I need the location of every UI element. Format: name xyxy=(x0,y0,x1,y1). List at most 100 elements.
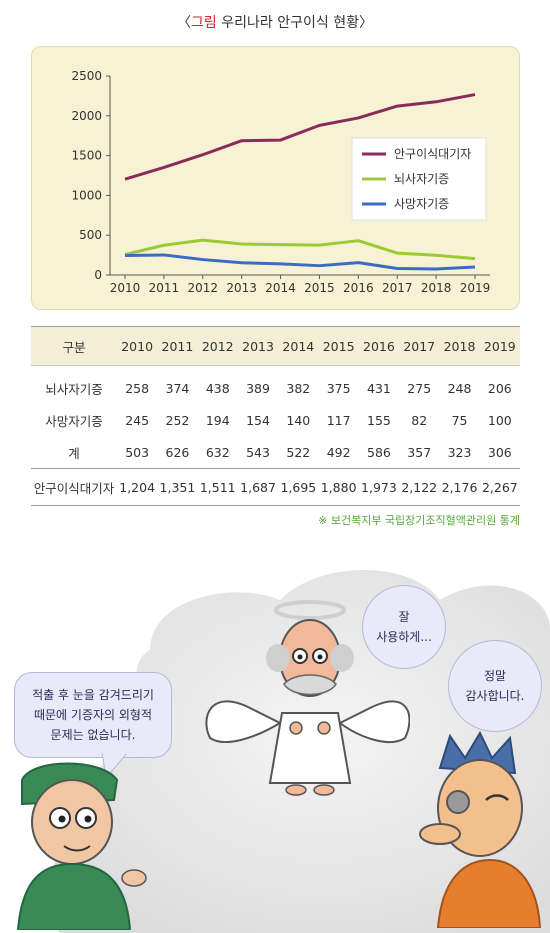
table-cell: 626 xyxy=(165,444,190,460)
table-cell: 2,267 xyxy=(481,479,518,495)
row-label: 안구이식대기자 xyxy=(33,480,115,496)
table-cell: 1,351 xyxy=(159,479,196,495)
title-close-bracket: 〉 xyxy=(358,15,373,31)
table-cell: 503 xyxy=(125,444,150,460)
table-cell: 206 xyxy=(487,380,512,396)
table-cell: 1,204 xyxy=(119,479,156,495)
legend-label: 안구이식대기자 xyxy=(394,147,471,161)
table-cell: 252 xyxy=(165,412,190,428)
table-header-label: 구분 xyxy=(31,326,117,366)
table-total-row: 안구이식대기자 1,204 1,351 1,511 1,687 1,695 1,… xyxy=(31,468,520,506)
table-header-year: 2016 xyxy=(358,326,400,366)
table-cell: 117 xyxy=(326,412,351,428)
patient-speech-bubble: 정말 감사합니다. xyxy=(448,640,542,732)
x-tick-label: 2019 xyxy=(460,281,491,295)
table-header-year: 2011 xyxy=(157,326,198,366)
y-tick-label: 2500 xyxy=(71,69,102,83)
table-row: 사망자기증 245 252 194 154 140 117 155 82 75 … xyxy=(31,404,520,436)
table-cell: 2,122 xyxy=(401,479,438,495)
row-label: 사망자기증 xyxy=(45,413,103,429)
table-cell: 1,687 xyxy=(240,479,276,495)
x-tick-label: 2017 xyxy=(382,281,413,295)
table-header-year: 2019 xyxy=(479,326,520,366)
x-tick-label: 2016 xyxy=(343,281,374,295)
doctor-speech-bubble: 적출 후 눈을 감겨드리기 때문에 기증자의 외형적 문제는 없습니다. xyxy=(14,672,172,758)
table-cell: 140 xyxy=(286,412,311,428)
doctor-line: 적출 후 눈을 감겨드리기 xyxy=(32,688,154,702)
x-tick-label: 2011 xyxy=(149,281,180,295)
legend-label: 사망자기증 xyxy=(394,197,449,211)
table-row: 계 503 626 632 543 522 492 586 357 323 30… xyxy=(31,436,520,469)
table-cell: 154 xyxy=(246,412,270,428)
table-cell: 194 xyxy=(205,412,230,428)
table-row: 뇌사자기증 258 374 438 389 382 375 431 275 24… xyxy=(31,366,520,405)
table-header-year: 2017 xyxy=(399,326,440,366)
table-cell: 389 xyxy=(246,380,270,396)
series-line xyxy=(124,238,476,261)
x-tick-label: 2015 xyxy=(304,281,335,295)
table-header-year: 2012 xyxy=(197,326,238,366)
x-tick-label: 2010 xyxy=(110,281,141,295)
angel-illustration xyxy=(205,600,410,796)
table-cell: 275 xyxy=(407,380,432,396)
line-chart: 0 500 1000 1500 2000 2500 2010 2011 2012 2013 2014… xyxy=(71,69,491,295)
series-line xyxy=(124,253,476,271)
table-cell: 245 xyxy=(125,412,150,428)
patient-line: 정말 xyxy=(483,669,507,683)
doctor-illustration xyxy=(16,762,147,930)
series-line xyxy=(124,93,476,181)
x-tick-label: 2018 xyxy=(421,281,452,295)
table-cell: 382 xyxy=(286,380,311,396)
y-tick-label: 2000 xyxy=(71,109,102,123)
table-cell: 438 xyxy=(205,380,230,396)
x-tick-label: 2014 xyxy=(265,281,296,295)
angel-speech-bubble: 잘 사용하게... xyxy=(362,585,446,669)
y-tick-label: 1000 xyxy=(71,188,102,202)
table-cell: 431 xyxy=(367,380,391,396)
table-cell: 82 xyxy=(411,412,428,428)
table-cell: 586 xyxy=(367,444,391,460)
table-cell: 306 xyxy=(487,444,512,460)
table-header-year: 2014 xyxy=(278,326,319,366)
angel-line: 잘 xyxy=(398,610,410,624)
figure-title: 〈그림 우리나라 안구이식 현황〉 xyxy=(0,12,550,32)
row-label: 계 xyxy=(68,445,80,461)
table-header-row: 구분 2010 2011 2012 2013 2014 2015 2016 20… xyxy=(31,326,520,366)
data-table: 구분 2010 2011 2012 2013 2014 2015 2016 20… xyxy=(31,326,520,506)
table-cell: 2,176 xyxy=(441,479,478,495)
table-cell: 155 xyxy=(367,412,391,428)
table-cell: 632 xyxy=(205,444,230,460)
doctor-line: 문제는 없습니다. xyxy=(50,728,136,742)
table-cell: 1,880 xyxy=(320,479,357,495)
table-cell: 1,973 xyxy=(361,479,397,495)
y-tick-label: 500 xyxy=(79,228,102,242)
y-tick-label: 0 xyxy=(94,268,102,282)
table-cell: 492 xyxy=(326,444,351,460)
row-label: 뇌사자기증 xyxy=(45,381,103,397)
table-cell: 543 xyxy=(246,444,270,460)
patient-line: 감사합니다. xyxy=(465,689,525,703)
table-cell: 248 xyxy=(447,380,472,396)
table-cell: 522 xyxy=(286,444,311,460)
table-cell: 258 xyxy=(125,380,150,396)
title-prefix: 그림 xyxy=(191,15,217,31)
x-tick-label: 2013 xyxy=(226,281,257,295)
table-header-year: 2013 xyxy=(237,326,279,366)
table-cell: 357 xyxy=(407,444,432,460)
table-cell: 75 xyxy=(451,412,468,428)
chart-panel: 0 500 1000 1500 2000 2500 2010 2011 2012 2013 2014… xyxy=(31,46,520,310)
source-note: ※ 보건복지부 국립장기조직혈액관리원 통계 xyxy=(318,514,520,527)
patient-illustration xyxy=(419,730,542,928)
title-text: 우리나라 안구이식 현황 xyxy=(221,15,359,31)
legend-label: 뇌사자기증 xyxy=(394,172,449,186)
table-cell: 374 xyxy=(165,380,190,396)
table-header-year: 2018 xyxy=(439,326,480,366)
table-cell: 375 xyxy=(326,380,351,396)
table-cell: 100 xyxy=(487,412,512,428)
angel-line: 사용하게... xyxy=(376,630,432,644)
table-cell: 1,695 xyxy=(280,479,317,495)
x-tick-label: 2012 xyxy=(188,281,219,295)
table-header-year: 2015 xyxy=(318,326,359,366)
title-open-bracket: 〈 xyxy=(177,15,192,31)
table-cell: 323 xyxy=(447,444,472,460)
